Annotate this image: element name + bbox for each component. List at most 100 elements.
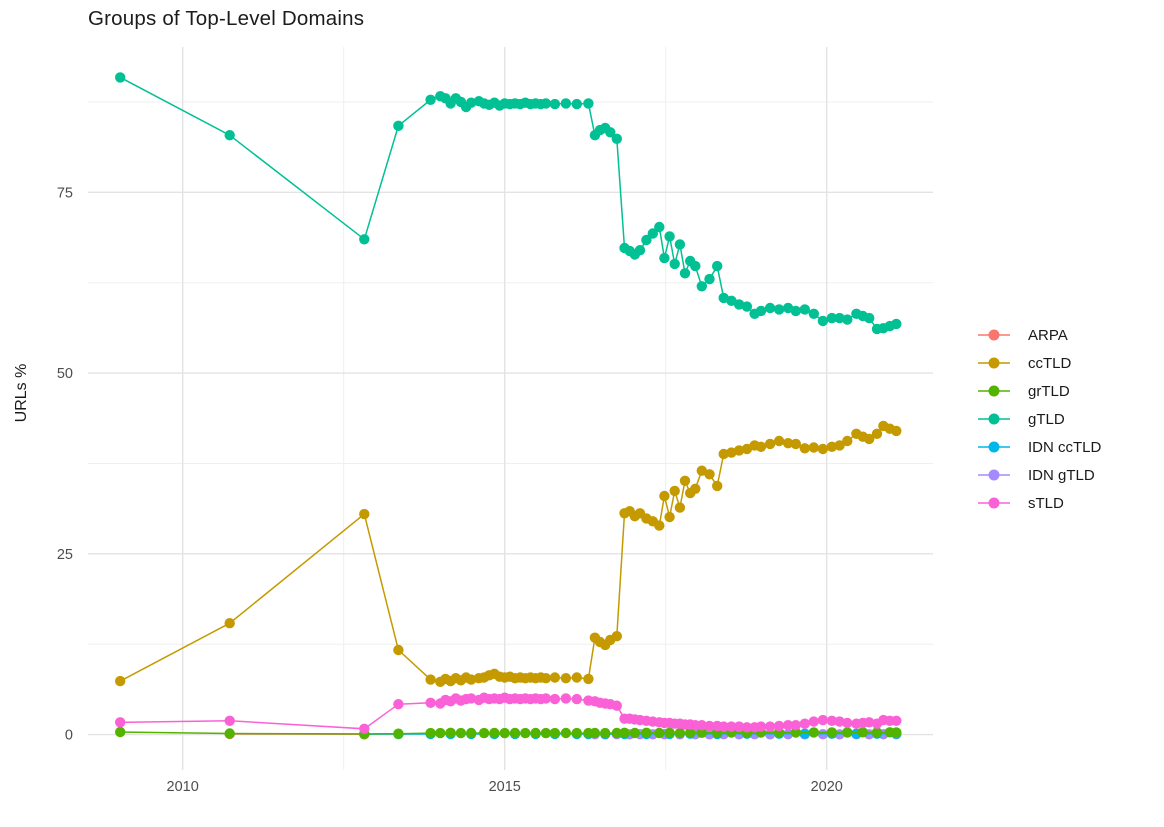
data-point-grtld — [435, 727, 446, 739]
legend-key-dot — [988, 329, 1000, 341]
data-point-stld — [611, 700, 622, 711]
legend-label: grTLD — [1028, 382, 1070, 400]
legend-key-icon — [978, 497, 1010, 509]
data-point-idn-cctld — [799, 728, 810, 739]
chart-title: Groups of Top-Level Domains — [88, 7, 365, 30]
data-point-cctld — [773, 435, 785, 447]
data-point-grtld — [826, 727, 838, 738]
data-point-stld — [704, 720, 715, 732]
data-point-gtld — [690, 260, 701, 272]
legend-key-icon — [978, 413, 1010, 425]
data-point-grtld — [115, 726, 126, 738]
data-point-grtld — [509, 727, 521, 739]
data-point-cctld — [755, 441, 767, 452]
data-point-cctld — [674, 502, 686, 513]
data-point-cctld — [826, 441, 838, 452]
data-point-gtld — [611, 133, 622, 144]
data-point-stld — [540, 693, 552, 704]
data-point-grtld — [530, 727, 541, 739]
data-point-stld — [115, 717, 126, 728]
data-point-stld — [826, 715, 838, 726]
data-point-grtld — [560, 727, 572, 739]
data-point-grtld — [455, 727, 467, 739]
data-point-stld — [817, 714, 829, 726]
data-point-gtld — [393, 120, 404, 131]
data-point-cctld — [659, 490, 670, 502]
legend-item-arpa: ARPA — [977, 321, 1101, 349]
data-point-stld — [782, 720, 794, 731]
data-point-grtld — [790, 727, 801, 738]
data-point-grtld — [466, 727, 477, 739]
data-point-gtld — [817, 315, 829, 327]
legend-key-dot — [988, 497, 1000, 509]
data-point-stld — [842, 717, 853, 729]
data-point-cctld — [664, 511, 675, 523]
data-point-cctld — [718, 448, 729, 460]
legend: ARPA ccTLD grTLD gTLD IDN ccTLD IDN gTLD sTLD — [977, 321, 1101, 517]
data-point-cctld — [540, 673, 552, 684]
legend-label: gTLD — [1028, 410, 1065, 428]
data-point-cctld — [425, 674, 436, 685]
data-point-stld — [696, 720, 707, 731]
data-point-cctld — [224, 618, 235, 629]
data-point-gtld — [733, 299, 745, 310]
data-point-grtld — [842, 727, 853, 738]
data-point-gtld — [799, 304, 810, 315]
data-point-grtld — [549, 727, 561, 739]
data-point-gtld — [359, 234, 370, 245]
data-point-grtld — [571, 727, 582, 739]
legend-label: sTLD — [1028, 494, 1064, 512]
legend-key-dot — [988, 413, 1000, 425]
legend-key-icon — [978, 357, 1010, 369]
data-point-grtld — [611, 727, 622, 739]
data-point-cctld — [704, 469, 715, 480]
legend-label: ccTLD — [1028, 354, 1072, 372]
data-point-gtld — [583, 98, 594, 109]
data-point-gtld — [466, 97, 477, 108]
data-point-gtld — [115, 72, 126, 83]
legend-item-idn-gtld: IDN gTLD — [977, 461, 1101, 489]
data-point-gtld — [647, 228, 658, 239]
legend-item-cctld: ccTLD — [977, 349, 1101, 377]
data-point-gtld — [634, 245, 646, 256]
data-point-gtld — [834, 312, 845, 324]
data-point-stld — [549, 693, 561, 705]
data-point-cctld — [842, 435, 853, 447]
data-point-cctld — [799, 443, 810, 454]
legend-label: IDN gTLD — [1028, 466, 1095, 484]
data-point-gtld — [679, 268, 691, 279]
data-point-gtld — [571, 98, 582, 110]
y-tick-label: 0 — [65, 728, 73, 744]
series-grtld — [115, 726, 902, 740]
series-cctld — [115, 420, 902, 687]
x-tick-label: 2015 — [489, 779, 521, 795]
legend-item-stld: sTLD — [977, 489, 1101, 517]
data-point-gtld — [641, 234, 652, 246]
data-point-grtld — [520, 727, 531, 739]
data-point-grtld — [425, 727, 436, 739]
data-point-cctld — [583, 673, 594, 685]
data-point-grtld — [674, 727, 686, 739]
data-point-stld — [834, 716, 845, 727]
data-point-grtld — [489, 727, 500, 739]
data-point-cctld — [571, 672, 582, 683]
series-stld — [115, 692, 902, 734]
data-point-gtld — [790, 305, 801, 317]
data-point-stld — [799, 718, 810, 729]
y-axis-title: URLs % — [13, 363, 30, 423]
data-point-stld — [393, 699, 404, 710]
data-point-cctld — [891, 425, 902, 437]
y-tick-label: 75 — [57, 185, 73, 201]
data-point-grtld — [654, 727, 665, 739]
data-point-gtld — [540, 98, 552, 109]
x-tick-label: 2010 — [167, 779, 199, 795]
legend-label: IDN ccTLD — [1028, 438, 1102, 456]
data-point-gtld — [425, 94, 436, 106]
data-point-grtld — [224, 728, 235, 739]
data-point-gtld — [659, 252, 670, 264]
data-point-grtld — [589, 727, 601, 739]
data-point-gtld — [864, 312, 875, 324]
data-point-grtld — [540, 727, 552, 739]
